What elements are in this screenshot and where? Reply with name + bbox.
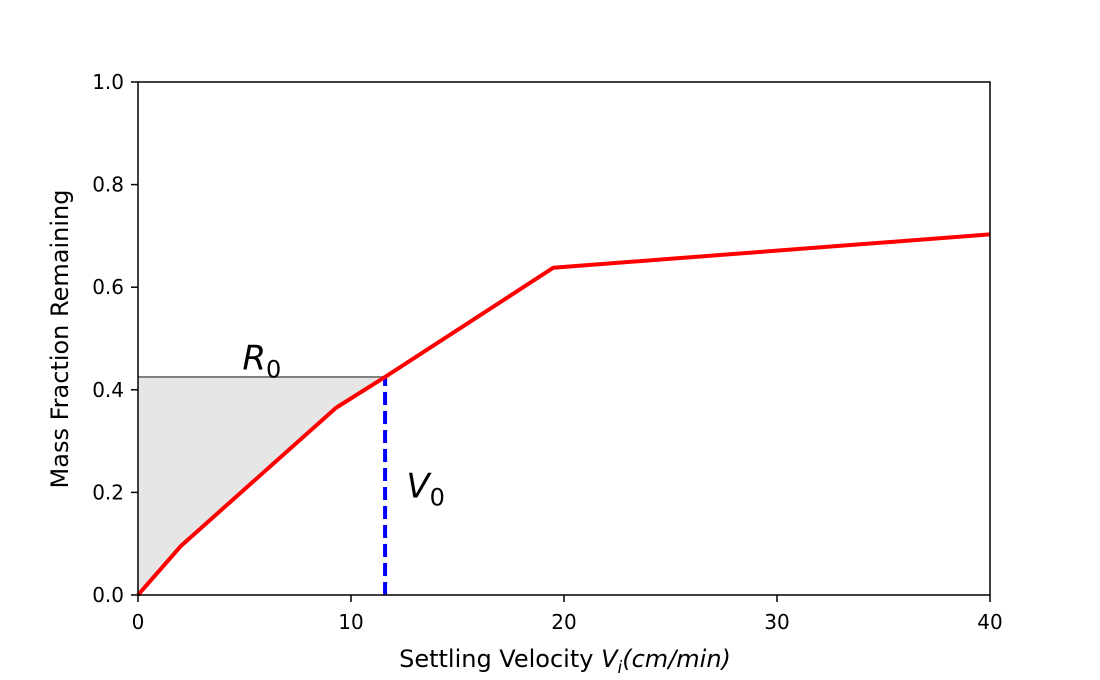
x-tick-label: 40: [977, 610, 1002, 634]
series-line: [136, 232, 991, 597]
annotation-r0: R0: [242, 338, 281, 383]
y-tick-label: 0.2: [92, 480, 124, 504]
x-tick-label: 0: [132, 610, 145, 634]
axis-ticks: 0 10 20 30 40 0.0 0.2 0.4 0.6 0.8 1.0: [92, 70, 1003, 634]
y-tick-label: 0.0: [92, 583, 124, 607]
y-axis-label: Mass Fraction Remaining: [46, 190, 74, 489]
y-tick-label: 0.4: [92, 378, 124, 402]
x-tick-label: 20: [551, 610, 576, 634]
y-tick-label: 1.0: [92, 70, 124, 94]
x-tick-label: 30: [764, 610, 789, 634]
y-tick-label: 0.6: [92, 275, 124, 299]
y-tick-label: 0.8: [92, 173, 124, 197]
x-axis-label: Settling Velocity Vi(cm/min): [399, 645, 731, 678]
annotation-v0: V0: [406, 467, 445, 512]
shaded-area: [138, 376, 386, 595]
x-tick-label: 10: [338, 610, 363, 634]
